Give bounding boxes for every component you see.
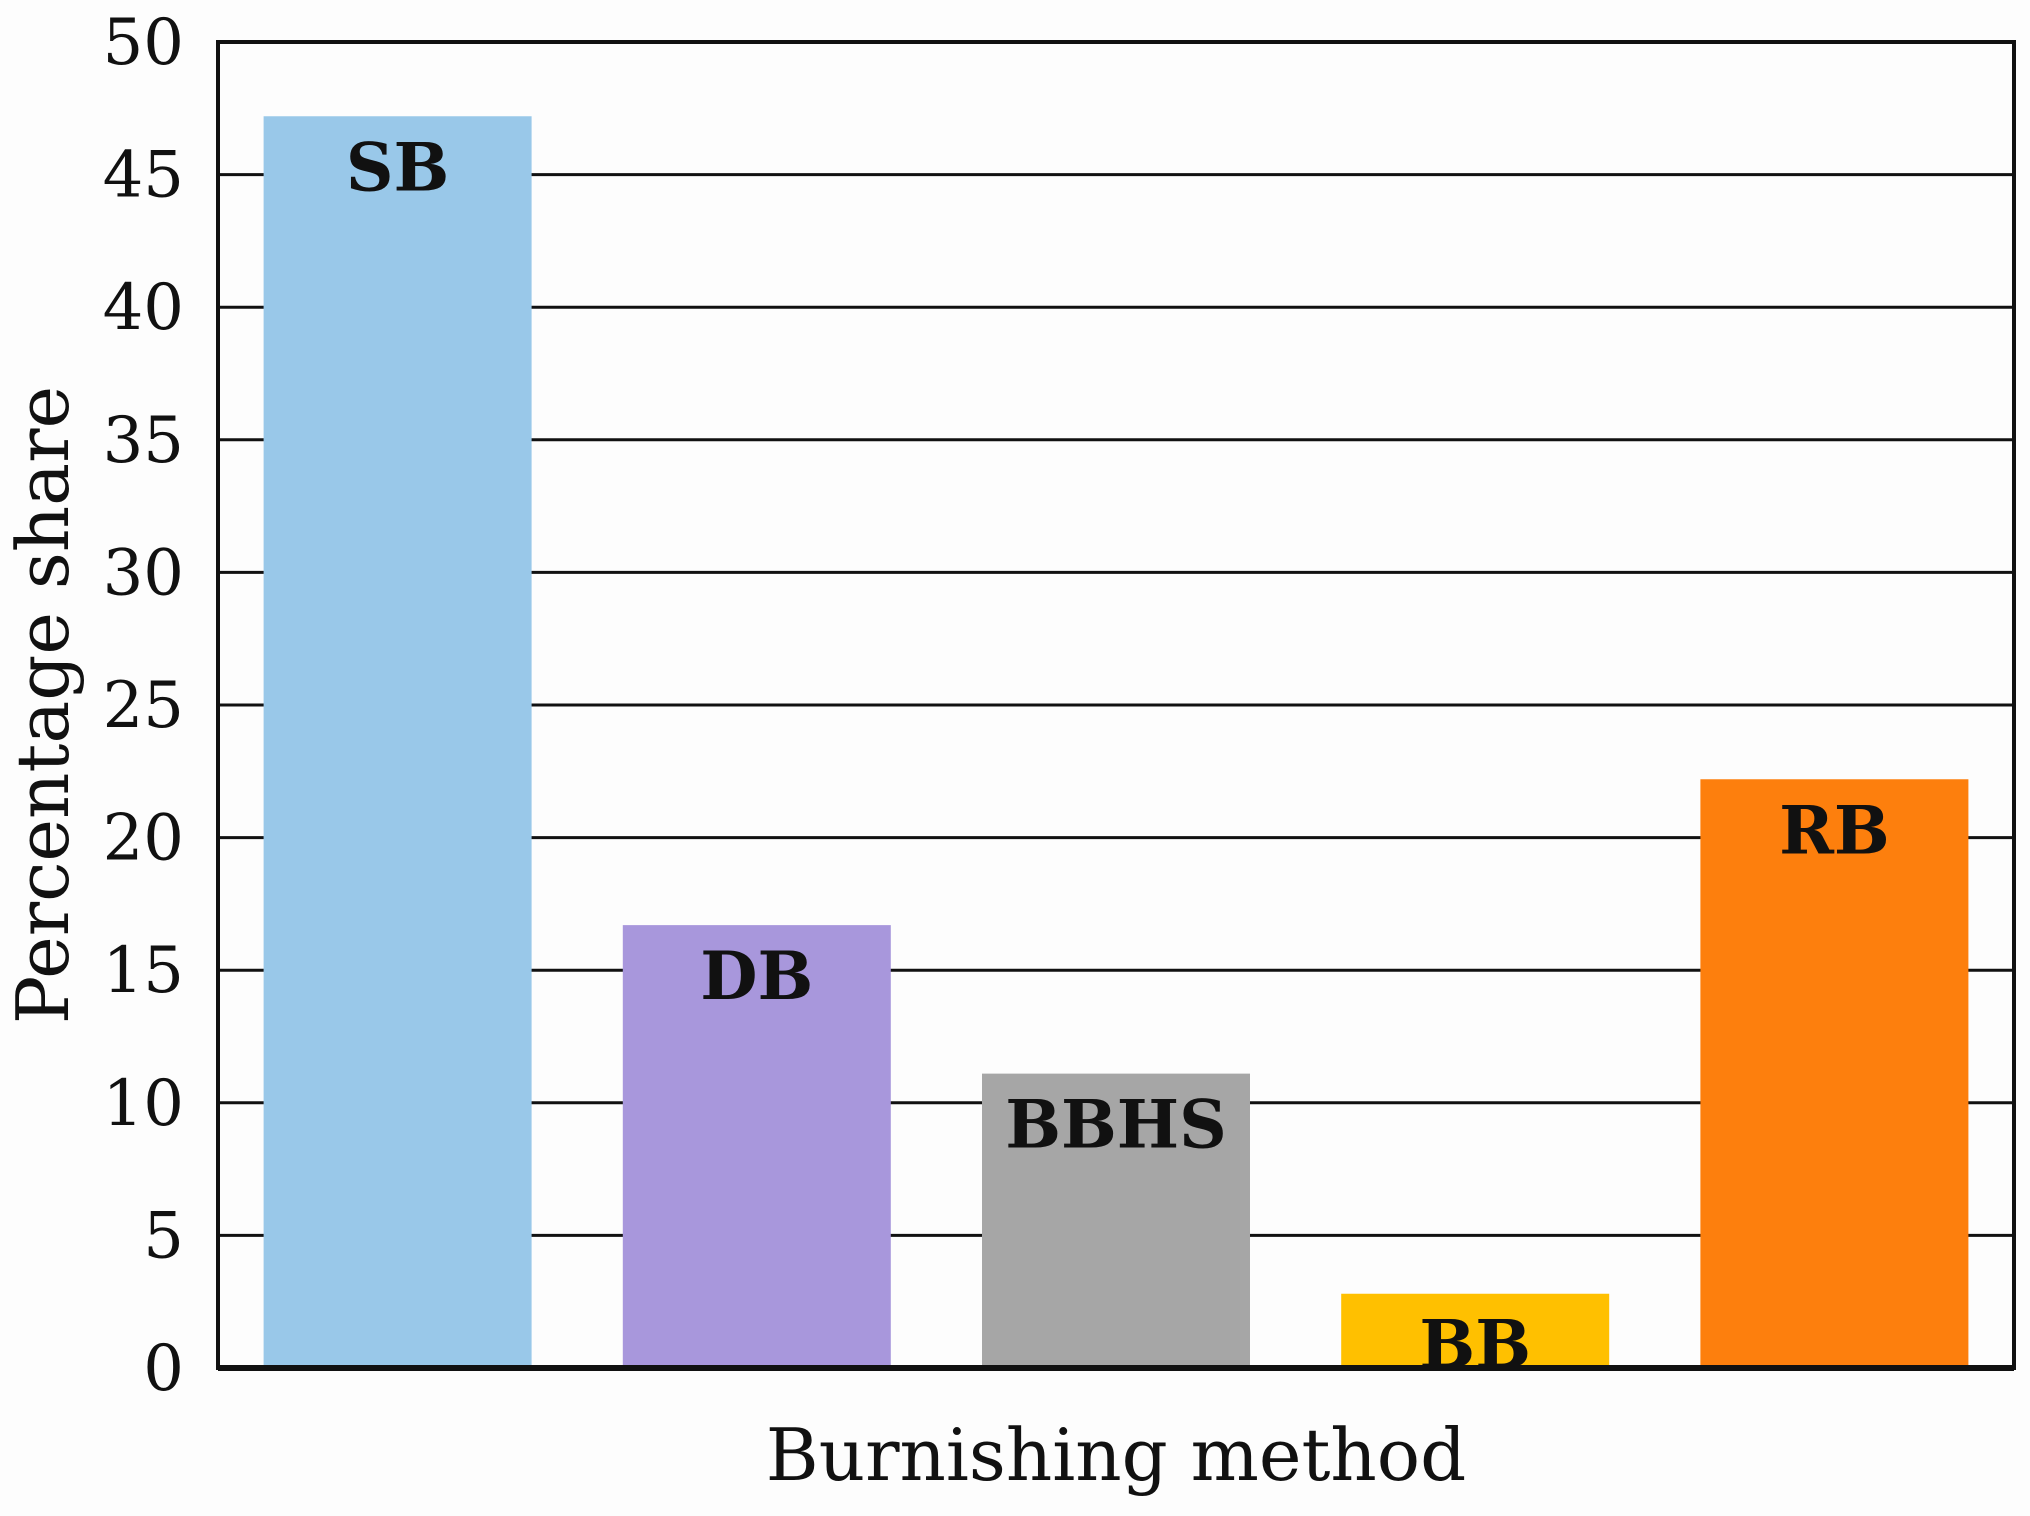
bar-bbhs (982, 1073, 1250, 1368)
y-tick-label: 50 (103, 6, 184, 80)
y-tick-label: 15 (103, 934, 184, 1008)
bar-rb (1700, 779, 1969, 1368)
bar-label-sb: SB (346, 128, 449, 206)
bar-label-db: DB (700, 937, 813, 1015)
y-tick-label: 20 (103, 802, 184, 876)
bar-label-bb: BB (1419, 1306, 1531, 1384)
y-tick-label: 25 (103, 669, 184, 743)
y-tick-label: 45 (103, 139, 184, 213)
y-tick-label: 5 (143, 1199, 184, 1273)
x-axis-title: Burnishing method (766, 1413, 1466, 1497)
bar-sb (263, 116, 532, 1369)
bar-bb (1341, 1293, 1610, 1368)
bar-label-bbhs: BBHS (1005, 1086, 1227, 1164)
bar-db (622, 925, 891, 1368)
y-axis-title: Percentage share (1, 386, 85, 1024)
bars: SB DB BBHS BB RB (263, 116, 1969, 1384)
y-tick-label: 40 (103, 271, 184, 345)
plot-frame (216, 40, 2016, 1371)
bar-label-rb: RB (1779, 791, 1890, 869)
y-axis-ticks: 0 5 10 15 20 25 30 35 40 45 50 (103, 6, 184, 1406)
y-tick-label: 35 (103, 404, 184, 478)
y-tick-label: 30 (103, 536, 184, 610)
y-tick-label: 10 (103, 1067, 184, 1141)
y-tick-label: 0 (143, 1332, 184, 1406)
